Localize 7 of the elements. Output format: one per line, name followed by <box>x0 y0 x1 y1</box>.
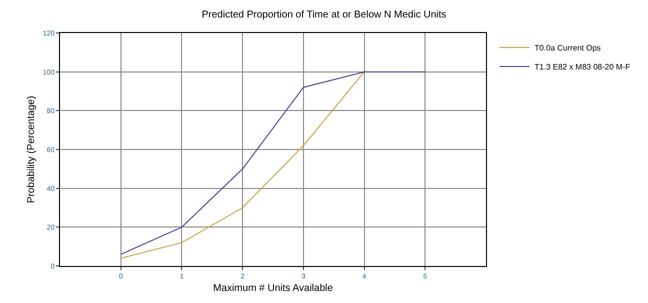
y-axis-title: Probability (Percentage) <box>26 96 37 204</box>
line-series <box>120 71 426 255</box>
x-axis-title: Maximum # Units Available <box>213 282 334 294</box>
legend-label: T1.3 E82 x M83 08-20 M-F <box>534 62 630 72</box>
legend-label: T0.0a Current Ops <box>534 44 601 53</box>
line-series <box>120 71 365 259</box>
chart-title: Predicted Proportion of Time at or Below N Medic Units <box>202 10 446 21</box>
